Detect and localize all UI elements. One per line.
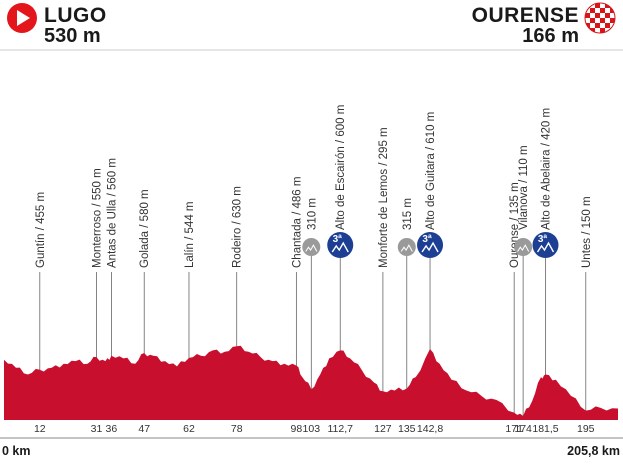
- waypoint-label: Monterroso / 550 m: [91, 168, 103, 268]
- waypoint-labels: Guntín / 455 m Monterroso / 550 m Antas de…: [35, 105, 593, 268]
- km-tick-label: 171: [505, 423, 523, 435]
- finish-block: OURENSE 166 m: [472, 2, 616, 47]
- km-tick-label: 195: [577, 423, 595, 435]
- km-tick-label: 142,8: [417, 423, 443, 435]
- km-tick-label: 78: [231, 423, 243, 435]
- km-tick-label: 103: [303, 423, 321, 435]
- mountain-zigzag: [517, 244, 530, 252]
- waypoint-label: Vilanova / 110 m: [518, 145, 530, 230]
- kom-category-badge: 3ª: [327, 232, 354, 258]
- waypoint-label: Monforte de Lemos / 295 m: [378, 127, 390, 268]
- waypoint-label: 315 m: [402, 198, 414, 230]
- axis-end-label: 205,8 km: [567, 444, 620, 458]
- sprint-icon: [397, 238, 416, 256]
- climb-category-label: 3ª: [538, 234, 548, 245]
- km-tick-label: 31: [91, 423, 103, 435]
- waypoint-label: Alto de Abelaira / 420 m: [541, 108, 553, 230]
- mountain-zigzag: [305, 244, 318, 252]
- mountain-zigzag: [536, 241, 555, 253]
- km-tick-label: 135: [398, 423, 416, 435]
- mountain-zigzag: [421, 241, 439, 253]
- km-tick-label: 127: [374, 423, 392, 435]
- waypoint-label: Untes / 150 m: [581, 196, 593, 268]
- finish-altitude: 166 m: [522, 25, 579, 47]
- climb-category-label: 3ª: [422, 234, 432, 245]
- start-block: LUGO 530 m: [7, 3, 107, 47]
- waypoint-label: Golada / 580 m: [139, 189, 151, 268]
- km-tick-label: 174: [514, 423, 532, 435]
- sprint-badge: [514, 238, 533, 256]
- sprint-icon: [514, 238, 533, 256]
- climb-badges: 3ª 3ª 3ª: [302, 232, 559, 258]
- mountain-zigzag: [331, 241, 349, 253]
- mountain-icon: [532, 232, 559, 258]
- km-tick-label: 112,7: [327, 423, 353, 435]
- km-tick-label: 62: [183, 423, 195, 435]
- sprint-badge: [397, 238, 416, 256]
- start-altitude: 530 m: [44, 25, 101, 47]
- kom-category-badge: 3ª: [532, 232, 559, 258]
- waypoint-label: 310 m: [306, 198, 318, 230]
- start-name: LUGO: [44, 4, 107, 27]
- km-tick-label: 181,5: [532, 423, 558, 435]
- km-tick-label: 12: [34, 423, 46, 435]
- climb-category-label: 3ª: [333, 234, 343, 245]
- axis-start-label: 0 km: [2, 444, 31, 458]
- mountain-zigzag: [400, 244, 413, 252]
- km-tick-label: 47: [138, 423, 150, 435]
- waypoint-label: Chantada / 486 m: [291, 177, 303, 268]
- waypoint-label: Rodeiro / 630 m: [232, 186, 244, 268]
- waypoint-label: Alto de Guitara / 610 m: [425, 112, 437, 230]
- checkered-flag-icon: [584, 2, 616, 34]
- kom-category-badge: 3ª: [417, 232, 444, 258]
- sprint-badge: [302, 238, 321, 256]
- sprint-icon: [302, 238, 321, 256]
- finish-name: OURENSE: [472, 4, 579, 27]
- waypoint-label: Antas de Ulla / 560 m: [106, 158, 118, 268]
- km-tick-label: 98: [291, 423, 303, 435]
- waypoint-label: Alto de Escairón / 600 m: [335, 105, 347, 230]
- mountain-icon: [327, 232, 354, 258]
- waypoint-label: Guntín / 455 m: [35, 192, 47, 268]
- km-tick-label: 36: [106, 423, 118, 435]
- waypoint-label: Lalín / 544 m: [184, 202, 196, 268]
- elevation-profile-area: [4, 345, 618, 420]
- mountain-icon: [417, 232, 444, 258]
- start-play-triangle: [17, 10, 30, 26]
